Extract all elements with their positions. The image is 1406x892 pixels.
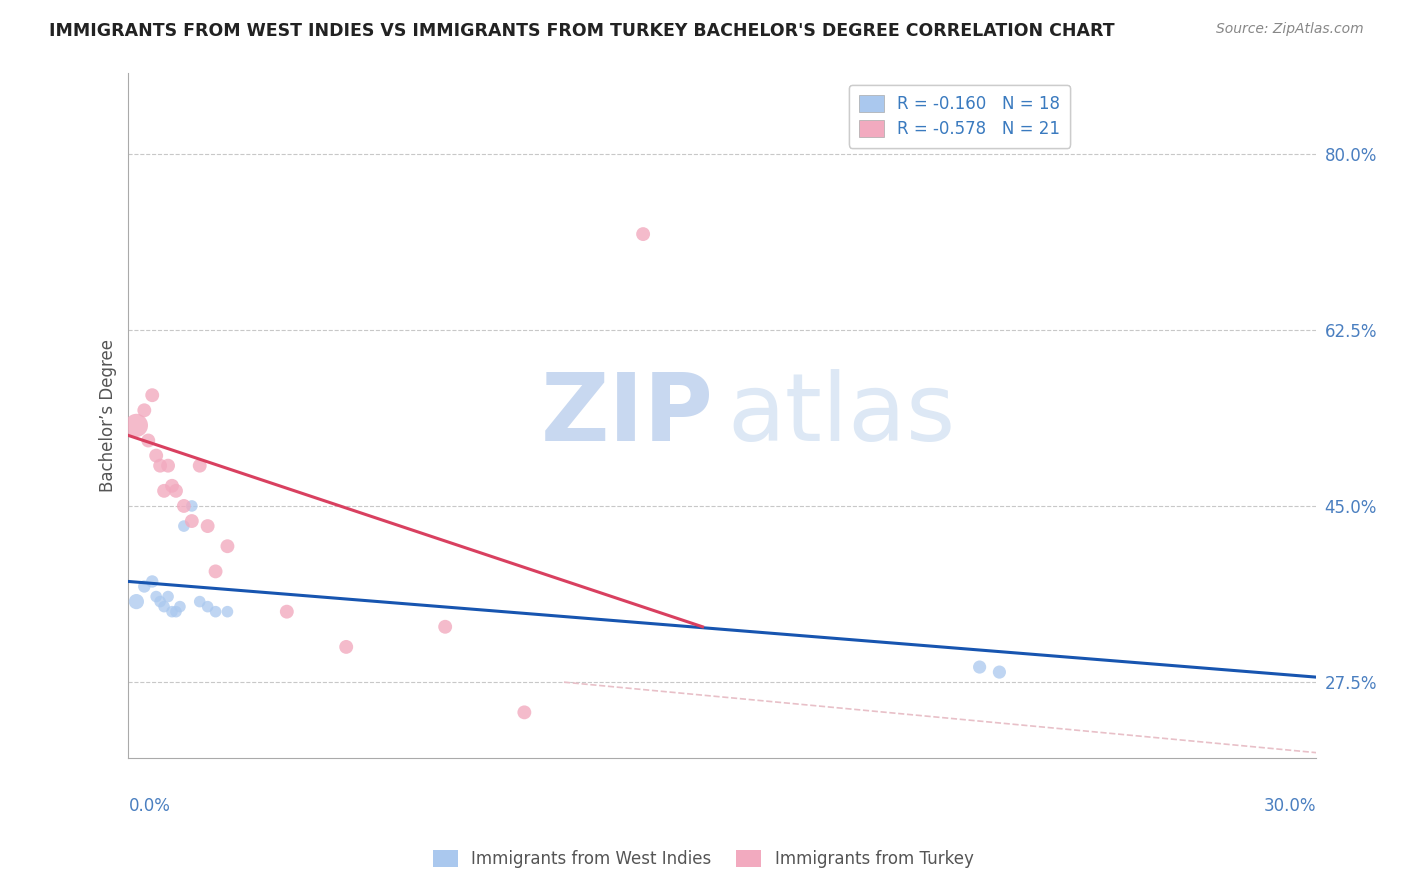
Point — [969, 660, 991, 674]
Point — [204, 605, 226, 619]
Text: 30.0%: 30.0% — [1264, 797, 1316, 814]
Point — [134, 580, 156, 594]
Text: IMMIGRANTS FROM WEST INDIES VS IMMIGRANTS FROM TURKEY BACHELOR'S DEGREE CORRELAT: IMMIGRANTS FROM WEST INDIES VS IMMIGRANT… — [49, 22, 1115, 40]
Point — [141, 388, 163, 402]
Point — [157, 458, 180, 473]
Point — [217, 605, 239, 619]
Text: Source: ZipAtlas.com: Source: ZipAtlas.com — [1216, 22, 1364, 37]
Text: 0.0%: 0.0% — [128, 797, 170, 814]
Point — [165, 483, 187, 498]
Point — [125, 418, 148, 433]
Legend: Immigrants from West Indies, Immigrants from Turkey: Immigrants from West Indies, Immigrants … — [426, 843, 980, 875]
Point — [173, 519, 195, 533]
Text: ZIP: ZIP — [541, 369, 714, 461]
Point — [180, 499, 202, 513]
Point — [276, 605, 298, 619]
Point — [136, 434, 159, 448]
Point — [631, 227, 654, 241]
Point — [153, 599, 176, 614]
Point — [153, 483, 176, 498]
Point — [160, 605, 183, 619]
Point — [513, 706, 536, 720]
Point — [173, 499, 195, 513]
Legend: R = -0.160   N = 18, R = -0.578   N = 21: R = -0.160 N = 18, R = -0.578 N = 21 — [849, 85, 1070, 148]
Point — [141, 574, 163, 589]
Point — [169, 599, 191, 614]
Point — [165, 605, 187, 619]
Point — [434, 620, 457, 634]
Text: atlas: atlas — [727, 369, 955, 461]
Point — [335, 640, 357, 654]
Point — [145, 590, 167, 604]
Point — [134, 403, 156, 417]
Point — [149, 458, 172, 473]
Point — [125, 594, 148, 608]
Y-axis label: Bachelor’s Degree: Bachelor’s Degree — [100, 339, 117, 491]
Point — [188, 458, 211, 473]
Point — [204, 565, 226, 579]
Point — [160, 479, 183, 493]
Point — [988, 665, 1011, 679]
Point — [217, 539, 239, 553]
Point — [197, 599, 219, 614]
Point — [149, 594, 172, 608]
Point — [197, 519, 219, 533]
Point — [157, 590, 180, 604]
Point — [180, 514, 202, 528]
Point — [145, 449, 167, 463]
Point — [188, 594, 211, 608]
